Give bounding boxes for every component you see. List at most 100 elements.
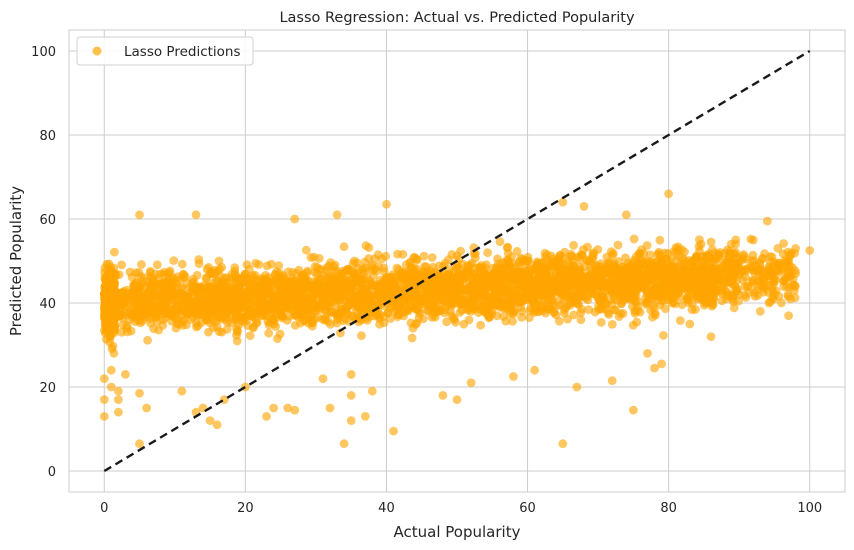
data-point <box>232 312 242 322</box>
data-point <box>606 247 616 257</box>
grid-lines <box>69 30 845 492</box>
data-point <box>559 290 569 300</box>
data-point <box>326 320 335 329</box>
data-point <box>706 332 716 341</box>
data-point <box>247 308 256 317</box>
data-point <box>169 292 179 301</box>
data-point <box>99 412 109 421</box>
data-point <box>301 245 311 255</box>
data-point <box>548 302 558 311</box>
x-tick-label: 100 <box>797 501 822 516</box>
data-point <box>447 250 457 259</box>
data-point <box>283 304 293 314</box>
data-point <box>245 331 255 340</box>
data-point <box>332 210 342 220</box>
data-point <box>133 285 143 294</box>
data-point <box>462 285 472 295</box>
data-point <box>154 307 163 317</box>
data-point <box>583 242 592 252</box>
data-point <box>379 263 389 273</box>
data-point <box>231 289 241 299</box>
data-point <box>629 234 639 244</box>
data-point <box>287 278 296 288</box>
data-point <box>178 294 187 304</box>
data-point <box>194 255 204 264</box>
data-point <box>588 275 598 284</box>
data-point <box>508 316 517 326</box>
data-point <box>358 265 367 274</box>
data-point <box>452 395 462 404</box>
y-tick-label: 20 <box>39 381 56 396</box>
data-point <box>297 284 307 293</box>
data-point <box>608 288 617 297</box>
data-point <box>275 329 285 339</box>
data-point <box>650 258 660 267</box>
data-point <box>699 271 709 281</box>
data-point <box>702 278 712 288</box>
data-point <box>613 240 623 250</box>
data-point <box>533 289 543 299</box>
data-point <box>410 252 419 262</box>
data-point <box>152 260 162 270</box>
data-point <box>569 261 578 271</box>
data-point <box>625 288 635 298</box>
data-point <box>447 311 457 321</box>
data-point <box>169 256 179 265</box>
data-point <box>105 285 114 295</box>
data-point <box>288 267 297 277</box>
data-point <box>714 268 723 278</box>
data-point <box>142 403 152 413</box>
data-point <box>690 273 700 282</box>
data-point <box>779 239 788 248</box>
data-point <box>577 282 586 292</box>
data-point <box>271 282 280 291</box>
data-point <box>278 282 287 292</box>
data-point <box>488 263 498 273</box>
data-point <box>446 296 455 306</box>
data-point <box>512 246 522 256</box>
data-point <box>767 252 777 262</box>
data-point <box>493 254 502 264</box>
data-point <box>99 374 109 383</box>
data-point <box>715 254 724 264</box>
data-point <box>755 307 765 316</box>
data-point <box>252 318 262 327</box>
data-point <box>222 298 232 308</box>
data-point <box>336 291 346 301</box>
data-point <box>592 291 601 301</box>
data-point <box>214 256 224 266</box>
data-point <box>222 324 232 334</box>
data-point <box>805 246 815 255</box>
data-point <box>673 261 682 271</box>
data-point <box>360 284 370 293</box>
data-point <box>373 290 383 300</box>
data-point <box>230 269 240 279</box>
data-point <box>269 403 278 413</box>
data-point <box>645 293 655 303</box>
data-point <box>657 359 666 369</box>
x-tick-label: 40 <box>378 501 395 516</box>
data-point <box>558 197 568 207</box>
data-point <box>315 303 325 313</box>
data-point <box>504 274 514 284</box>
data-point <box>700 298 710 308</box>
data-point <box>212 420 222 430</box>
data-point <box>283 403 293 413</box>
data-point <box>448 279 458 289</box>
data-point <box>331 266 341 275</box>
data-point <box>592 265 601 275</box>
data-point <box>576 315 586 325</box>
data-point <box>200 310 210 320</box>
data-point <box>702 286 712 296</box>
data-point <box>579 202 589 211</box>
data-point <box>412 318 422 328</box>
data-point <box>720 265 730 274</box>
data-point <box>361 241 371 251</box>
data-point <box>356 295 366 304</box>
data-point <box>666 273 676 283</box>
y-tick-label: 40 <box>39 297 56 312</box>
data-point <box>773 244 783 253</box>
data-point <box>515 289 525 299</box>
data-point <box>210 285 220 295</box>
data-point <box>293 294 303 304</box>
